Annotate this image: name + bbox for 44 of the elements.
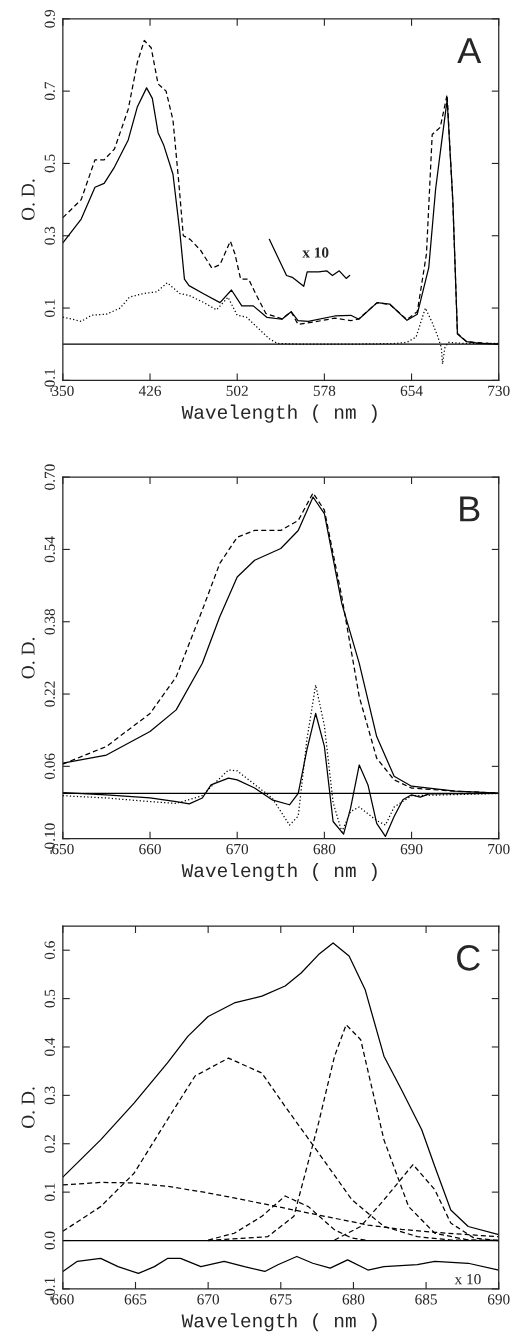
y-tick-label: 0.2 [44, 1135, 55, 1153]
y-tick-label: 0.4 [44, 1037, 55, 1056]
x-tick-label: 690 [487, 1294, 510, 1305]
annotation: x 10 [302, 247, 329, 258]
x-tick-label: 660 [139, 843, 161, 855]
x-axis-title: Wavelength ( nm ) [181, 404, 377, 423]
x-tick-label: 665 [124, 1294, 147, 1305]
y-tick-label: 0.22 [44, 681, 55, 707]
y-tick-label: 0.3 [44, 226, 55, 245]
y-tick-label: 0.06 [44, 753, 55, 780]
x-tick-label: 730 [488, 385, 510, 396]
y-tick-label: 0.7 [44, 82, 55, 101]
annotation: x 10 [454, 1274, 481, 1285]
x-tick-label: 578 [313, 385, 336, 396]
y-tick-label: 0.3 [44, 1086, 55, 1105]
y-tick-label: 0.1 [44, 299, 55, 318]
x-tick-label: 700 [488, 843, 510, 855]
x-tick-label: 685 [415, 1294, 437, 1305]
y-tick-label: 0.6 [44, 941, 55, 960]
x-axis-title: Wavelength ( nm ) [181, 1313, 377, 1332]
y-tick-label: 0.54 [44, 536, 55, 563]
x-axis-title: Wavelength ( nm ) [181, 862, 377, 882]
x-tick-label: 502 [226, 385, 248, 396]
y-axis-title: O. D. [21, 1087, 35, 1128]
x-tick-label: 680 [342, 1294, 365, 1305]
x-tick-label: 690 [400, 843, 423, 855]
y-tick-label: 0.70 [44, 464, 55, 490]
x-tick-label: 426 [138, 385, 162, 396]
y-tick-label: 0.1 [44, 1183, 55, 1202]
x-tick-label: 670 [226, 843, 249, 855]
annotation: C [457, 945, 480, 971]
y-tick-label: 0.0 [44, 1231, 55, 1250]
annotation: B [460, 496, 480, 522]
y-tick-label: 0.9 [44, 9, 55, 28]
x-tick-label: 654 [400, 385, 423, 396]
y-tick-label: 0.5 [44, 989, 55, 1008]
x-tick-label: 680 [313, 843, 336, 855]
x-tick-label: 675 [269, 1294, 292, 1305]
y-axis-title: O. D. [21, 179, 35, 221]
x-tick-label: 670 [197, 1294, 220, 1305]
y-tick-label: 0.5 [44, 154, 55, 173]
y-axis-title: O. D. [21, 637, 35, 679]
annotation: A [457, 38, 482, 64]
y-tick-label: 0.38 [44, 608, 55, 635]
